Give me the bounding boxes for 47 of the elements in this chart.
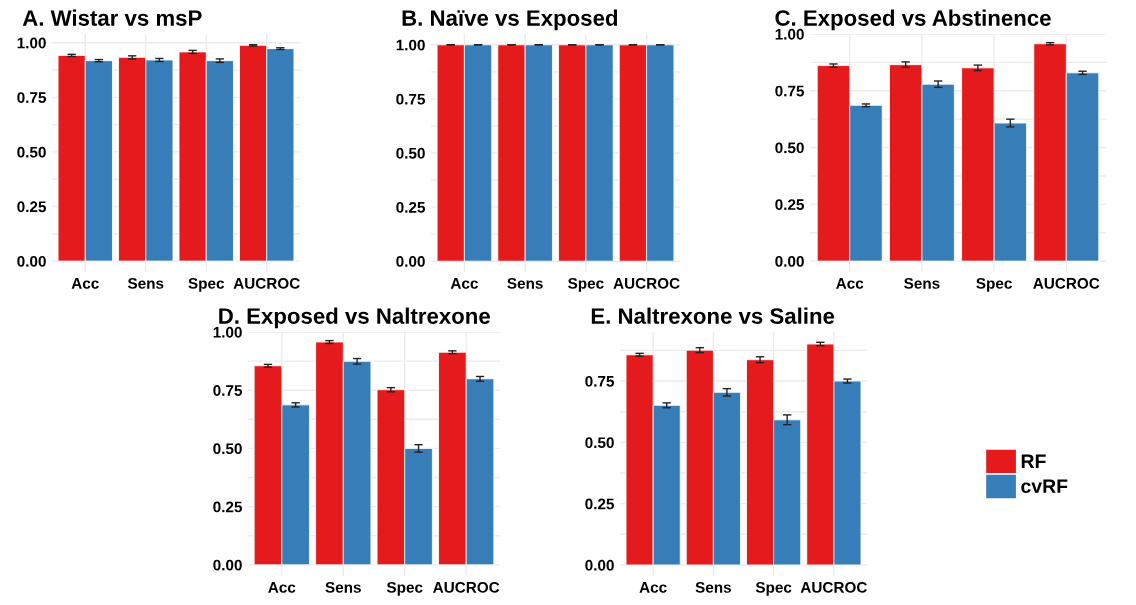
x-tick-label: AUCROC xyxy=(233,277,300,289)
y-tick-label: 0.00 xyxy=(17,255,46,267)
y-tick-label: 0.50 xyxy=(775,142,804,154)
y-tick-label: 0.25 xyxy=(585,498,615,510)
x-tick-label: Spec xyxy=(386,581,423,596)
y-tick-label: 0.50 xyxy=(396,147,425,159)
y-tick-label: 0.25 xyxy=(213,501,243,513)
x-tick-label: AUCROC xyxy=(613,277,680,289)
y-tick-label: 0.25 xyxy=(775,199,805,211)
x-tick-label: AUCROC xyxy=(1033,277,1100,289)
x-tick-label: Acc xyxy=(450,278,478,289)
y-tick-label: 0.50 xyxy=(17,146,46,158)
x-tick-label: Spec xyxy=(188,277,225,292)
x-tick-label: Spec xyxy=(976,277,1012,292)
y-tick-label: 0.00 xyxy=(396,256,425,267)
y-tick-label: 0.75 xyxy=(775,85,805,97)
y-tick-label: 1.00 xyxy=(396,39,425,51)
x-tick-label: Spec xyxy=(568,277,604,292)
x-tick-label: Sens xyxy=(507,277,543,289)
chart-title: E. Naltrexone vs Saline xyxy=(591,307,835,324)
x-tick-label: AUCROC xyxy=(800,581,867,593)
y-tick-label: 0.25 xyxy=(17,201,47,213)
legend-label: RF xyxy=(1021,454,1046,468)
x-tick-label: Acc xyxy=(639,582,667,593)
x-tick-label: Sens xyxy=(325,581,361,593)
y-tick-label: 0.00 xyxy=(585,559,614,571)
chart-title: B. Naïve vs Exposed xyxy=(402,9,618,31)
y-tick-label: 0.25 xyxy=(396,201,426,213)
chart-title: A. Wistar vs msP xyxy=(22,9,202,26)
x-tick-label: AUCROC xyxy=(433,581,500,593)
legend-label: cvRF xyxy=(1021,479,1068,494)
y-tick-label: 0.75 xyxy=(396,93,426,105)
x-tick-label: Acc xyxy=(268,582,296,593)
y-tick-label: 0.00 xyxy=(213,559,242,571)
y-tick-label: 0.75 xyxy=(585,375,615,387)
y-tick-label: 0.75 xyxy=(213,385,243,396)
y-tick-label: 0.50 xyxy=(213,443,242,455)
x-tick-label: Sens xyxy=(127,277,164,289)
x-tick-label: Acc xyxy=(836,278,864,289)
x-tick-label: Acc xyxy=(71,278,99,289)
x-tick-label: Sens xyxy=(904,277,940,289)
y-tick-label: 0.75 xyxy=(17,92,47,104)
y-tick-label: 0.00 xyxy=(775,255,804,267)
x-tick-label: Spec xyxy=(755,581,792,596)
y-tick-label: 0.50 xyxy=(585,437,614,449)
y-tick-label: 1.00 xyxy=(17,37,46,49)
x-tick-label: Sens xyxy=(695,581,732,593)
